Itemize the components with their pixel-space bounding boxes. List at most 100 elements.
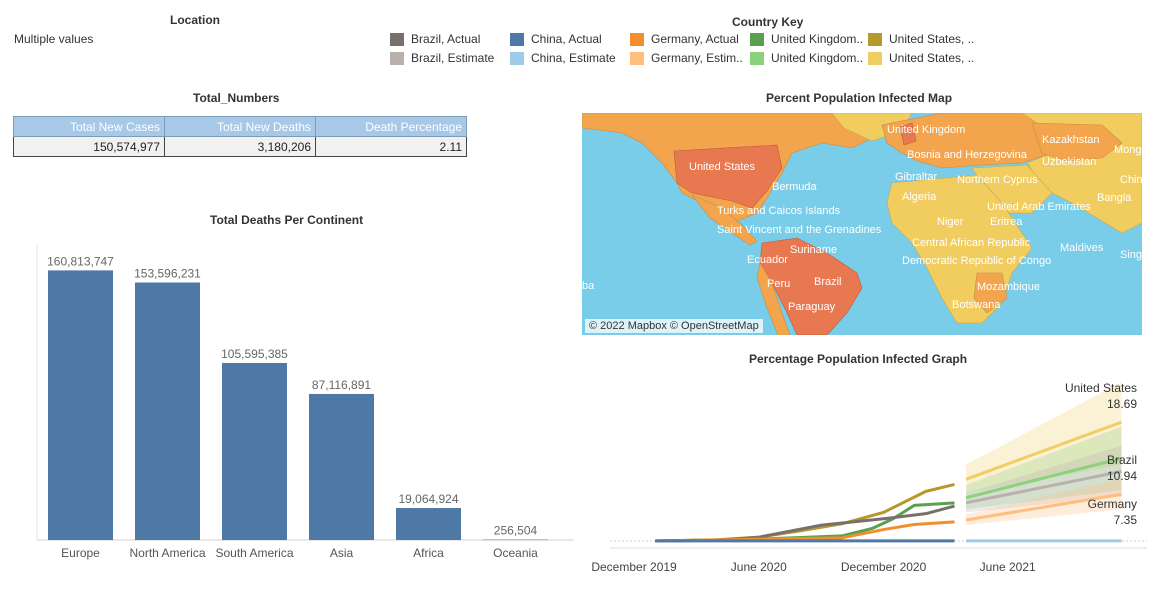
legend-label: Brazil, Estimate [411, 51, 495, 65]
bar-chart-title: Total Deaths Per Continent [210, 213, 364, 227]
map-label[interactable]: Eritrea [990, 216, 1023, 228]
bar[interactable] [483, 539, 548, 541]
map-land-uk[interactable] [899, 122, 917, 146]
map-label[interactable]: Central African Republic [912, 237, 1031, 249]
map-label[interactable]: Bosnia and Herzegovina [907, 149, 1028, 161]
map-land-africa-east[interactable] [973, 272, 1008, 314]
map-label[interactable]: Maldives [1060, 242, 1104, 254]
legend-item[interactable]: Germany, Estim.. [630, 51, 750, 65]
country-legend: Brazil, Actual China, Actual Germany, Actu… [390, 32, 990, 65]
legend-label: China, Actual [531, 32, 602, 46]
legend-item[interactable]: Germany, Actual [630, 32, 750, 46]
map-label[interactable]: United Kingdom [887, 124, 965, 136]
series-line[interactable] [965, 456, 1122, 500]
legend-swatch [390, 32, 404, 46]
bar[interactable] [135, 282, 200, 540]
legend-swatch [510, 51, 524, 65]
bar-value-label: 87,116,891 [312, 378, 371, 392]
legend-item[interactable]: United Kingdom.. [750, 32, 868, 46]
bar[interactable] [309, 393, 374, 540]
legend-swatch [868, 32, 882, 46]
bar-value-label: 256,504 [494, 524, 538, 538]
map-label[interactable]: Niger [937, 216, 964, 228]
location-filter-title: Location [170, 13, 220, 27]
legend-swatch [750, 51, 764, 65]
header-total-new-cases[interactable]: Total New Cases [13, 116, 165, 137]
legend-label: United States, .. [889, 32, 975, 46]
deaths-per-continent-chart: 160,813,747 Europe 153,596,231 North Americ… [36, 245, 574, 560]
map-label[interactable]: Democratic Republic of Congo [902, 255, 1051, 267]
legend-label: United Kingdom.. [771, 32, 864, 46]
map-label[interactable]: Mong [1114, 144, 1142, 156]
map-label[interactable]: United Arab Emirates [987, 201, 1091, 213]
bar-category-label: North America [129, 546, 205, 560]
totals-title: Total_Numbers [193, 91, 280, 105]
bar-value-label: 153,596,231 [134, 267, 201, 281]
header-death-percentage[interactable]: Death Percentage [315, 116, 467, 137]
end-label-value: 10.94 [1107, 469, 1137, 483]
map-label[interactable]: Turks and Caicos Islands [717, 205, 841, 217]
map-label[interactable]: United States [689, 161, 756, 173]
end-label-name: United States [1065, 381, 1137, 395]
map-land-europe[interactable] [881, 113, 1053, 169]
bar[interactable] [222, 362, 287, 540]
value-total-new-deaths: 3,180,206 [164, 136, 316, 157]
series-line[interactable] [965, 469, 1122, 505]
map-label[interactable]: Peru [767, 278, 790, 290]
map-label[interactable]: Ecuador [747, 254, 788, 266]
x-tick-label: December 2019 [591, 560, 677, 574]
map-label[interactable]: Bermuda [772, 181, 818, 193]
map-label[interactable]: Paraguay [788, 301, 836, 313]
series-line[interactable] [655, 520, 955, 543]
legend-swatch [868, 51, 882, 65]
legend-title: Country Key [732, 15, 804, 29]
bar-value-label: 160,813,747 [47, 254, 114, 268]
header-total-new-deaths[interactable]: Total New Deaths [164, 116, 316, 137]
series-line[interactable] [655, 482, 955, 543]
map-label[interactable]: Uzbekistan [1042, 156, 1096, 168]
series-line[interactable] [655, 501, 955, 543]
totals-table: Total New Cases Total New Deaths Death P… [13, 116, 467, 157]
end-label-name: Germany [1088, 497, 1137, 511]
bar[interactable] [396, 508, 461, 540]
legend-label: United States, .. [889, 51, 975, 65]
end-label-value: 7.35 [1114, 513, 1138, 527]
legend-item[interactable]: United States, .. [868, 32, 988, 46]
map-label[interactable]: Chin [1120, 174, 1142, 186]
map-label[interactable]: Northern Cyprus [957, 174, 1038, 186]
bar-value-label: 105,595,385 [221, 347, 288, 361]
map-label[interactable]: Kazakhstan [1042, 134, 1099, 146]
map-label[interactable]: Botswana [952, 299, 1001, 311]
legend-item[interactable]: Brazil, Estimate [390, 51, 510, 65]
location-filter-value[interactable]: Multiple values [14, 32, 94, 46]
legend-item[interactable]: Brazil, Actual [390, 32, 510, 46]
infection-map[interactable]: United Kingdom Kazakhstan Mong United State… [582, 113, 1142, 335]
map-land-central-america[interactable] [691, 194, 758, 246]
legend-swatch [390, 51, 404, 65]
legend-item[interactable]: United States, .. [868, 51, 988, 65]
bar-category-label: Oceania [493, 546, 538, 560]
bar[interactable] [48, 270, 113, 540]
map-label[interactable]: Bangla [1097, 192, 1132, 204]
map-land-usa[interactable] [673, 144, 783, 209]
map-label[interactable]: Brazil [814, 276, 842, 288]
series-line[interactable] [965, 492, 1122, 522]
map-label[interactable]: ba [582, 280, 595, 292]
map-label[interactable]: Sing [1120, 249, 1142, 261]
series-line[interactable] [655, 504, 955, 543]
map-land-andes[interactable] [756, 262, 791, 335]
map-label[interactable]: Mozambique [977, 281, 1040, 293]
map-label[interactable]: Suriname [790, 244, 837, 256]
map-land-central-asia[interactable] [1031, 122, 1123, 162]
map-attribution[interactable]: © 2022 Mapbox © OpenStreetMap [585, 319, 763, 333]
map-label[interactable]: Gibraltar [895, 171, 938, 183]
legend-label: Germany, Estim.. [651, 51, 743, 65]
series-line[interactable] [965, 420, 1123, 481]
legend-item[interactable]: China, Estimate [510, 51, 630, 65]
legend-item[interactable]: China, Actual [510, 32, 630, 46]
legend-label: Germany, Actual [651, 32, 739, 46]
map-label[interactable]: Algeria [902, 191, 937, 203]
map-label[interactable]: Saint Vincent and the Grenadines [717, 224, 882, 236]
map-title: Percent Population Infected Map [766, 91, 953, 105]
legend-item[interactable]: United Kingdom.. [750, 51, 868, 65]
